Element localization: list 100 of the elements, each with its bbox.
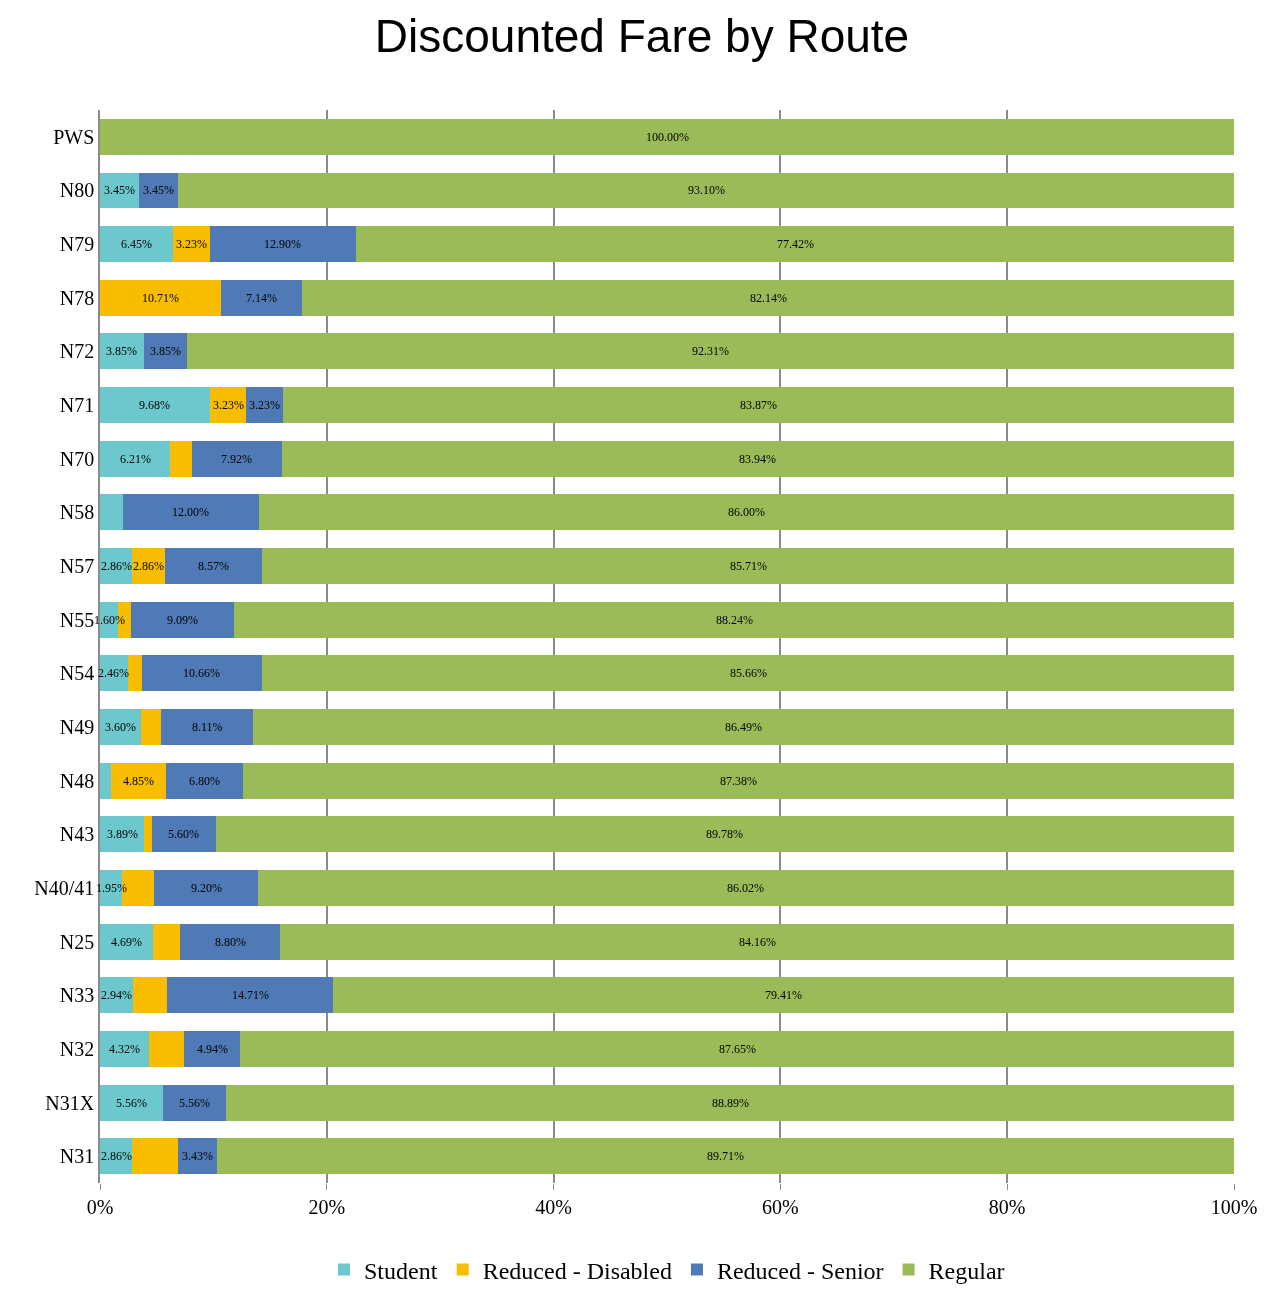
- data-label: 7.14%: [246, 291, 277, 305]
- bar: [243, 762, 1234, 799]
- data-label: 3.23%: [213, 398, 244, 412]
- y-tick-label: N32: [59, 1037, 95, 1060]
- bar: [140, 709, 162, 745]
- data-label: 2.86%: [101, 559, 132, 573]
- data-label: 14.71%: [232, 988, 269, 1002]
- data-label: 2.86%: [133, 559, 164, 573]
- y-tick-label: N48: [59, 769, 95, 792]
- data-label: 5.56%: [116, 1096, 147, 1110]
- bar: [100, 118, 1234, 155]
- bar: [262, 548, 1234, 584]
- bar: [161, 709, 254, 745]
- y-tick-label: N55: [59, 608, 95, 631]
- data-label: 89.78%: [706, 827, 743, 841]
- data-label: 89.71%: [707, 1149, 744, 1163]
- data-label: 88.89%: [712, 1096, 749, 1110]
- bar: [178, 172, 1234, 209]
- data-label: 8.11%: [192, 720, 223, 734]
- data-label: 87.65%: [719, 1042, 756, 1056]
- data-label: 83.87%: [740, 398, 777, 412]
- data-label: 77.42%: [777, 237, 814, 251]
- bar: [216, 1138, 1234, 1175]
- data-label: 7.92%: [221, 452, 252, 466]
- bar: [302, 279, 1234, 316]
- bar: [127, 655, 142, 692]
- bar: [166, 977, 334, 1014]
- data-label: 9.20%: [191, 881, 222, 895]
- y-tick-label: N70: [59, 447, 95, 470]
- data-label: 93.10%: [688, 183, 725, 197]
- bar: [100, 279, 222, 316]
- bar: [100, 923, 154, 960]
- bar: [356, 226, 1234, 263]
- bar: [215, 816, 1234, 853]
- bar: [280, 923, 1234, 960]
- data-label: 86.49%: [725, 720, 762, 734]
- x-tick-label: 60%: [762, 1196, 799, 1218]
- data-label: 3.45%: [104, 183, 135, 197]
- data-label: 82.14%: [750, 291, 787, 305]
- data-label: 6.21%: [120, 452, 151, 466]
- bar: [187, 333, 1234, 370]
- data-label: 4.85%: [123, 774, 154, 788]
- data-label: 10.71%: [142, 291, 179, 305]
- data-label: 4.94%: [197, 1042, 228, 1056]
- bar: [246, 387, 284, 424]
- bar: [100, 709, 141, 745]
- data-label: 3.23%: [249, 398, 280, 412]
- bar: [240, 1030, 1234, 1067]
- x-tick-label: 0%: [86, 1196, 114, 1218]
- bar: [253, 709, 1234, 745]
- data-label: 85.66%: [730, 666, 767, 680]
- data-label: 2.86%: [101, 1149, 132, 1163]
- data-label: 79.41%: [765, 988, 802, 1002]
- y-tick-label: PWS: [53, 125, 95, 148]
- bar: [153, 923, 181, 960]
- data-label: 84.16%: [739, 935, 776, 949]
- y-tick-label: N57: [59, 555, 95, 578]
- chart-title: Discounted Fare by Route: [374, 9, 910, 62]
- y-tick-label: N49: [59, 715, 95, 738]
- bar: [100, 494, 123, 531]
- bar: [122, 494, 259, 531]
- bar: [177, 1138, 217, 1175]
- bar: [262, 655, 1234, 692]
- y-tick-label: N58: [59, 501, 95, 524]
- data-label: 9.09%: [167, 613, 198, 627]
- data-label: 86.02%: [727, 881, 764, 895]
- data-label: 3.43%: [182, 1149, 213, 1163]
- data-label: 2.94%: [101, 988, 132, 1002]
- bar: [130, 601, 234, 638]
- x-tick-label: 80%: [988, 1196, 1026, 1218]
- y-tick-label: N72: [59, 340, 95, 363]
- bar: [100, 762, 112, 799]
- y-tick-label: N43: [59, 823, 95, 846]
- legend-label: Regular: [928, 1257, 1005, 1284]
- legend-label: Student: [364, 1257, 438, 1284]
- bar: [152, 816, 216, 853]
- data-label: 3.89%: [107, 827, 138, 841]
- data-label: 3.23%: [176, 237, 207, 251]
- data-label: 85.71%: [730, 559, 767, 573]
- bar: [226, 1084, 1234, 1121]
- bar: [100, 1084, 164, 1121]
- x-tick-label: 100%: [1210, 1196, 1258, 1218]
- bar: [221, 279, 303, 316]
- bar: [209, 226, 357, 263]
- data-label: 3.85%: [106, 344, 137, 358]
- legend-label: Reduced - Senior: [716, 1257, 884, 1284]
- data-label: 92.31%: [692, 344, 729, 358]
- data-label: 86.00%: [728, 505, 765, 519]
- bar: [184, 1030, 241, 1067]
- bar: [333, 977, 1234, 1014]
- bar: [100, 1030, 149, 1067]
- data-label: 100.00%: [646, 130, 689, 144]
- data-label: 9.68%: [139, 398, 170, 412]
- bar: [173, 226, 210, 263]
- bar: [170, 440, 192, 477]
- bar: [153, 869, 259, 906]
- y-tick-label: N31X: [45, 1091, 95, 1114]
- y-tick-label: N33: [59, 984, 95, 1007]
- bar: [258, 494, 1234, 531]
- y-tick-label: N71: [59, 394, 95, 417]
